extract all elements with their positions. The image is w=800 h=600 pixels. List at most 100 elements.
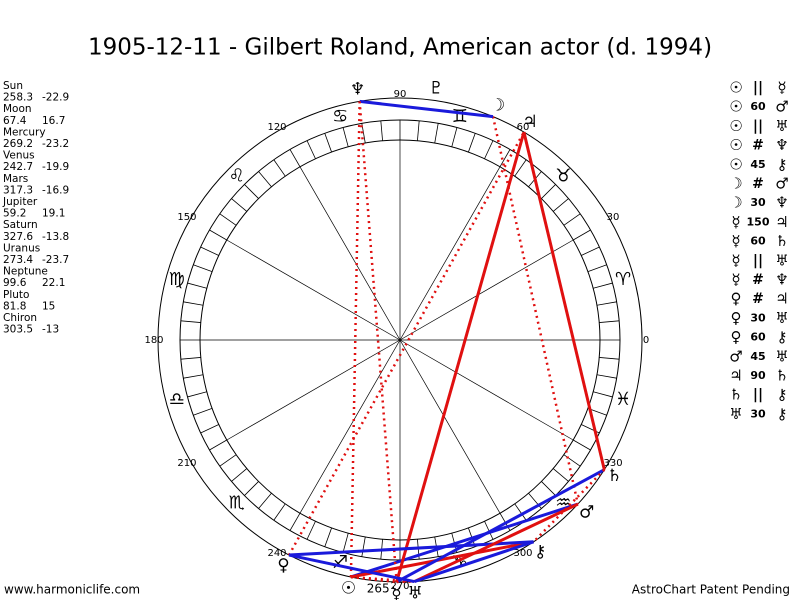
ring-tick [231,468,248,482]
ring-tick [484,521,494,540]
aspect-line [287,131,526,556]
aspect-line [349,101,361,577]
aspect-line [522,131,606,471]
chart-title: 1905-12-11 - Gilbert Roland, American ac… [88,35,712,61]
aspect-line [491,116,580,505]
aspect-type: 60 [750,235,766,248]
ring-tick [451,127,458,147]
ring-tick [593,282,613,289]
aspect-planet: ☉ [729,155,742,173]
planet-glyph: ♃ [522,112,537,132]
planet-declination: -19.9 [42,161,69,173]
planet-longitude: 327.6 [3,231,33,243]
planet-glyph: ☽ [490,96,505,116]
planet-glyph: ☉ [341,579,356,599]
aspect-line [350,540,534,579]
planet-name: Pluto [3,289,29,301]
ring-tick [193,408,213,416]
aspect-line [350,502,579,579]
aspect-planet: ♂ [729,347,742,365]
ring-tick [342,127,349,147]
aspect-type: 60 [750,331,766,344]
aspect-planet: ☽ [729,175,742,193]
planet-glyph: ♆ [350,80,365,100]
planet-glyph: ♄ [607,466,622,486]
ring-tick [563,454,581,467]
spoke [399,166,501,341]
planet-longitude: 303.5 [3,324,33,336]
aspect-planet: ⚷ [777,405,788,423]
aspect-line [413,540,535,583]
ring-tick [219,454,237,467]
aspect-type: || [753,80,763,96]
degree-label: 180 [144,335,163,346]
aspect-planet: ♀ [731,290,742,308]
planet-declination: 15 [42,300,55,312]
ring-tick [361,536,366,557]
ring-tick [593,391,613,398]
ring-tick [209,229,227,241]
planet-declination: -22.9 [42,92,69,104]
degree-label: 0 [643,335,649,346]
aspect-type: 45 [750,350,765,363]
planet-glyph: ♀ [277,556,289,576]
aspect-line [395,131,526,583]
ring-tick [552,468,569,482]
aspect-planet: ☉ [729,136,742,154]
aspect-type: # [752,272,764,288]
ring-tick [599,320,620,323]
aspect-planet: ☉ [729,79,742,97]
aspect-planet: ⚷ [777,386,788,404]
aspect-planet: ☉ [729,117,742,135]
ring-tick [552,198,569,212]
aspect-planet: ♄ [729,386,742,404]
ring-tick [541,481,556,496]
planet-longitude: 59.2 [3,208,26,220]
spoke [226,339,401,441]
spoke [226,239,401,341]
planet-name: Moon [3,103,32,115]
planet-glyph: ⚷ [534,542,546,562]
ring-tick [342,533,349,553]
ring-tick [514,159,527,177]
planet-name: Venus [3,150,35,162]
sign-glyph: ♈ [615,269,631,290]
planet-longitude: 242.7 [3,161,33,173]
degree-label: 270 [390,581,409,592]
aspect-line [359,99,494,119]
ring-tick [599,357,620,360]
ring-tick [581,246,600,256]
aspect-line [350,575,415,583]
sign-glyph: ♌ [229,166,245,187]
aspect-planet: ♆ [775,194,788,212]
degree-label: 240 [267,548,286,559]
aspect-line [288,553,415,584]
planet-glyph: ☿ [391,584,401,600]
aspect-type: 30 [750,196,766,209]
aspect-planet: ☿ [731,213,740,231]
spoke [299,166,401,341]
aspect-planet: ♄ [775,232,788,250]
ring-tick [273,159,286,177]
marker-label: 265 [367,582,390,596]
aspect-type: 90 [750,369,766,382]
sign-glyph: ♋ [332,106,348,127]
aspect-planet: ☿ [777,79,786,97]
ring-tick [231,198,248,212]
planet-declination: -13 [42,324,59,336]
planet-glyph: ♂ [579,502,594,522]
ring-tick [193,264,213,272]
aspect-planet: ⚷ [777,155,788,173]
degree-label: 120 [267,122,286,133]
aspect-planet: ☉ [729,98,742,116]
planet-name: Chiron [3,312,37,324]
ring-tick [258,492,272,509]
ring-tick [468,133,476,153]
aspect-planet: ♆ [775,136,788,154]
ring-tick [209,439,227,451]
footer-left: www.harmoniclife.com [4,583,140,597]
aspect-planet: ☿ [731,232,740,250]
aspect-planet: ♃ [775,213,788,231]
aspect-type: 45 [750,158,765,171]
